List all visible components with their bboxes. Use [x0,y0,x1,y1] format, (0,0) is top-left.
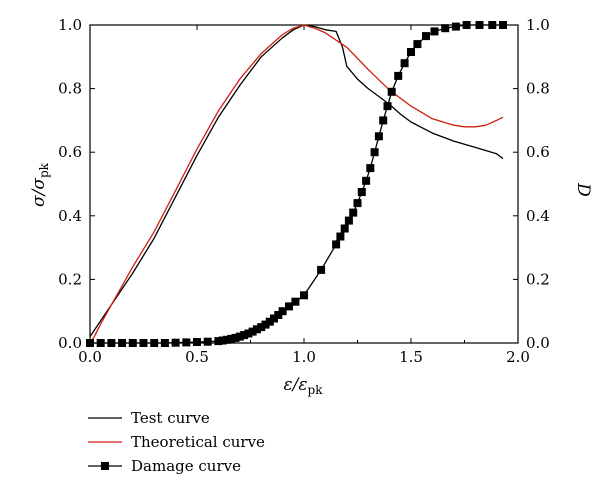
point-damage-curve [118,339,127,347]
point-damage-curve [240,331,249,340]
legend-item-test: Test curve [88,409,210,427]
y-right-tick-label: 1.0 [526,16,550,34]
y-left-axis-title-sub: pk [37,162,51,178]
y-left-tick-label: 1.0 [58,16,82,34]
x-tick-label: 0.0 [78,348,102,366]
point-damage-curve [499,21,507,29]
point-damage-curve [291,297,300,306]
point-damage-curve [244,329,253,338]
point-damage-curve [366,164,375,173]
point-damage-curve [278,307,287,316]
y-right-axis-title: D [573,182,593,197]
point-damage-curve [235,332,244,341]
point-damage-curve [332,240,341,249]
point-damage-curve [300,291,308,300]
y-left-axis-title: σ/σpk [29,162,51,207]
legend-label-theoretical: Theoretical curve [131,433,265,451]
point-damage-curve [374,132,383,141]
series-line-test-curve [89,24,504,337]
legend-label-damage: Damage curve [131,457,241,475]
point-damage-curve [261,320,270,329]
point-damage-curve [400,59,409,68]
point-damage-curve [475,21,484,29]
point-damage-curve [344,216,353,225]
point-damage-curve [257,323,266,332]
point-damage-curve [171,338,180,347]
y-right-tick-label: 0.0 [526,334,550,352]
y-left-tick-label: 0.0 [58,334,82,352]
point-damage-curve [274,311,283,319]
y-right-tick-label: 0.6 [526,143,550,161]
y-left-tick-label: 0.8 [58,80,82,98]
legend-item-theoretical: Theoretical curve [88,433,265,451]
point-damage-curve [150,339,159,347]
point-damage-curve [252,325,261,334]
point-damage-curve [317,265,326,274]
point-damage-curve [349,208,358,217]
point-damage-curve [285,302,293,311]
point-damage-curve [353,199,362,208]
legend-label-test: Test curve [131,409,210,427]
point-damage-curve [383,102,392,111]
x-tick-label: 1.0 [292,348,316,366]
point-damage-curve [340,224,349,233]
y-left-axis-title-main: σ/σ [29,178,49,207]
x-axis-title: ε/εpk [284,375,324,397]
point-damage-curve [407,48,415,56]
legend: Test curve Theoretical curve Damage curv… [88,409,265,475]
point-damage-curve [270,314,278,323]
legend-item-damage: Damage curve [88,457,241,475]
y-right-tick-label: 0.4 [526,207,550,225]
point-damage-curve [107,339,116,347]
point-damage-curve [451,22,460,31]
point-damage-curve [462,21,471,29]
point-damage-curve [139,339,148,347]
point-damage-curve [430,27,439,36]
x-axis-title-main: ε/ε [284,375,308,395]
point-damage-curve [387,87,396,96]
y-left-tick-label: 0.2 [58,270,82,288]
legend-marker-damage [101,462,109,470]
point-damage-curve [223,335,231,344]
point-damage-curve [248,327,257,336]
chart-axes: 0.0 0.5 1.0 1.5 2.00.00.20.40.60.81.00.00.20… [58,16,550,366]
x-tick-label: 2.0 [506,348,530,366]
point-damage-curve [214,337,223,346]
x-tick-label: 1.5 [399,348,423,366]
point-damage-curve [128,339,137,347]
y-right-tick-label: 0.2 [526,270,550,288]
point-damage-curve [265,317,274,326]
point-damage-curve [362,176,371,185]
x-tick-label: 0.5 [185,348,209,366]
point-damage-curve [336,232,345,241]
point-damage-curve [96,339,105,347]
point-damage-curve [357,188,366,196]
point-damage-curve [160,339,169,347]
point-damage-curve [422,32,430,41]
point-damage-curve [86,339,94,347]
point-damage-curve [193,338,201,346]
point-damage-curve [203,337,212,346]
y-right-tick-label: 0.8 [526,80,550,98]
point-damage-curve [394,71,403,80]
y-left-tick-label: 0.4 [58,207,82,225]
point-damage-curve [227,334,236,343]
point-damage-curve [231,333,240,342]
point-damage-curve [488,21,497,29]
x-axis-title-sub: pk [308,383,324,397]
point-damage-curve [370,148,379,157]
series-line-theoretical-curve [89,24,504,344]
series-layer [86,21,507,347]
y-left-tick-label: 0.6 [58,143,82,161]
point-damage-curve [182,338,191,347]
point-damage-curve [441,24,450,33]
point-damage-curve [379,116,388,125]
series-line-damage-curve [90,24,503,344]
point-damage-curve [413,40,422,49]
point-damage-curve [218,336,227,345]
